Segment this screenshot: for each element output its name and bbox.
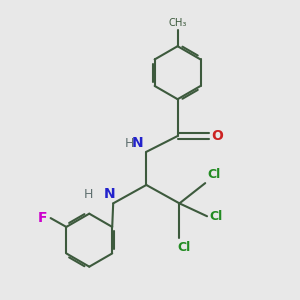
Text: Cl: Cl [207,168,220,181]
Text: N: N [103,187,115,201]
Text: N: N [132,136,143,150]
Text: H: H [125,137,134,150]
Text: H: H [84,188,93,201]
Text: Cl: Cl [209,210,222,223]
Text: CH₃: CH₃ [168,18,187,28]
Text: F: F [38,211,48,225]
Text: O: O [212,129,223,143]
Text: Cl: Cl [178,241,191,254]
